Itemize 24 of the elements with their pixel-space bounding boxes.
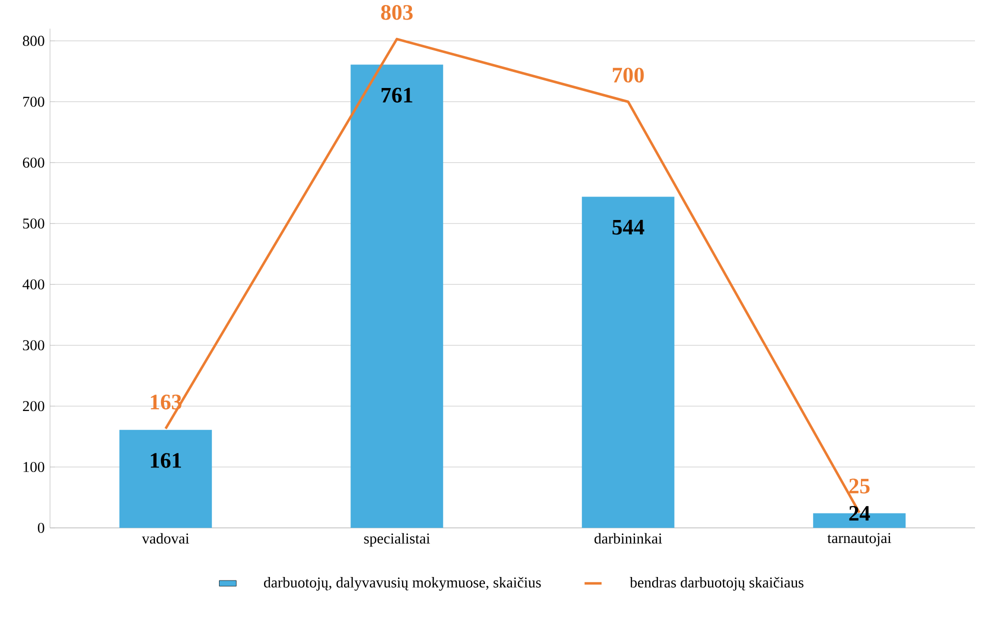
data-label: 25: [849, 478, 870, 494]
bar: [119, 430, 212, 528]
y-tick-label: 500: [23, 218, 44, 229]
x-tick-label: specialistai: [364, 533, 430, 547]
y-tick-label: 100: [24, 462, 44, 472]
x-tick-label: darbininkai: [594, 533, 662, 544]
data-label: 761: [382, 88, 412, 103]
bar: [582, 196, 674, 528]
y-tick-label: 700: [23, 96, 44, 107]
y-tick-label: 300: [23, 340, 44, 350]
y-tick-label: 0: [38, 522, 44, 533]
data-label: 700: [612, 68, 644, 83]
x-tick-label: tarnautojai: [827, 533, 892, 546]
legend-label: bendras darbuotojų skaičiaus: [630, 577, 804, 591]
x-tick-label: vadovai: [142, 533, 190, 544]
data-label: 803: [381, 5, 413, 20]
legend-label: darbuotojų, dalyvavusių mokymuose, skaičius: [264, 577, 541, 591]
y-tick-label: 400: [22, 279, 44, 290]
y-tick-label: 600: [22, 158, 44, 168]
y-tick-label: 800: [22, 36, 44, 46]
data-label: 161: [150, 453, 181, 468]
data-label: 544: [612, 220, 644, 235]
bar: [350, 64, 444, 528]
y-tick-label: 200: [22, 401, 44, 412]
